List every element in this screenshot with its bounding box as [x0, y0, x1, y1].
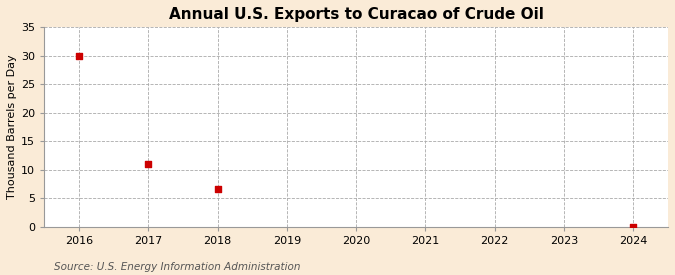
- Y-axis label: Thousand Barrels per Day: Thousand Barrels per Day: [7, 55, 17, 199]
- Text: Source: U.S. Energy Information Administration: Source: U.S. Energy Information Administ…: [54, 262, 300, 272]
- Point: [212, 187, 223, 191]
- Title: Annual U.S. Exports to Curacao of Crude Oil: Annual U.S. Exports to Curacao of Crude …: [169, 7, 543, 22]
- Point: [143, 162, 154, 166]
- Point: [74, 54, 84, 58]
- Point: [628, 225, 639, 229]
